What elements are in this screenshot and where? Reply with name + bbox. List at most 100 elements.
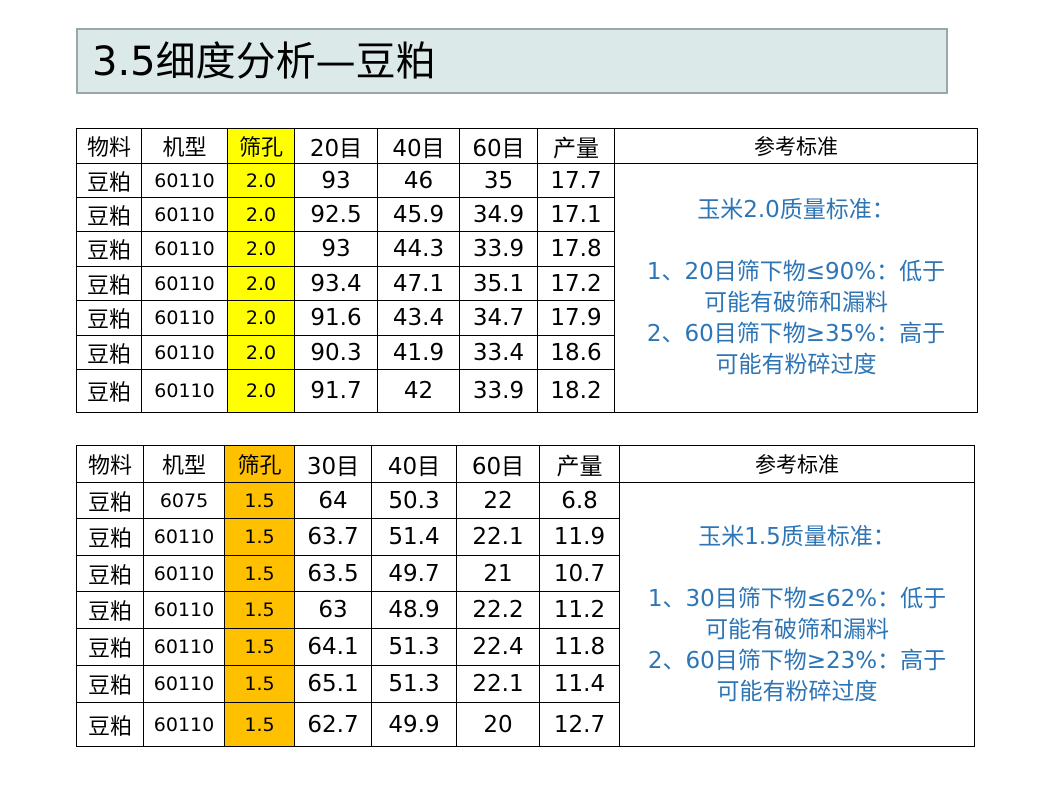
table-row: 豆粕 6075 1.5 64 50.3 22 6.8 玉米1.5质量标准： 1、30目筛下物≤6… — [76, 482, 975, 747]
mesh-60-cell: 22.1 — [456, 518, 540, 556]
column-header: 机型 — [141, 128, 228, 164]
output-cell: 11.2 — [539, 591, 620, 629]
mesh-40-cell: 49.9 — [371, 702, 457, 747]
mesh-40-cell: 51.3 — [371, 665, 457, 703]
table-row: 豆粕 60110 2.0 91.7 42 33.9 18.2 — [76, 369, 978, 413]
material-cell: 豆粕 — [76, 197, 142, 232]
mesh-40-cell: 46 — [377, 163, 460, 198]
mesh-40-cell: 49.7 — [371, 555, 457, 592]
model-cell: 60110 — [143, 518, 225, 556]
output-cell: 18.2 — [537, 369, 615, 413]
mesh-60-cell: 33.4 — [459, 335, 538, 370]
table-row: 豆粕 60110 1.5 65.1 51.3 22.1 11.4 — [76, 665, 975, 703]
mesh-a-cell: 93 — [294, 231, 378, 267]
mesh-60-cell: 22.1 — [456, 665, 540, 703]
material-cell: 豆粕 — [76, 335, 142, 370]
material-cell: 豆粕 — [76, 369, 142, 413]
standard-line: 1、30目筛下物≤62%：低于 — [647, 585, 947, 612]
column-header: 物料 — [76, 445, 144, 483]
model-cell: 60110 — [143, 702, 225, 747]
output-cell: 17.8 — [537, 231, 615, 267]
mesh-60-cell: 34.7 — [459, 300, 538, 336]
sieve-cell: 2.0 — [227, 197, 295, 232]
output-cell: 11.9 — [539, 518, 620, 556]
table-row: 豆粕 60110 2.0 91.6 43.4 34.7 17.9 — [76, 300, 978, 336]
mesh-a-cell: 64.1 — [294, 628, 372, 666]
standard-line: 1、20目筛下物≤90%：低于 — [646, 259, 946, 285]
mesh-a-cell: 64 — [294, 482, 372, 519]
output-cell: 17.7 — [537, 163, 615, 198]
mesh-40-cell: 45.9 — [377, 197, 460, 232]
mesh-a-cell: 92.5 — [294, 197, 378, 232]
mesh-a-cell: 63.7 — [294, 518, 372, 556]
model-cell: 60110 — [143, 665, 225, 703]
material-cell: 豆粕 — [76, 591, 144, 629]
model-cell: 60110 — [141, 300, 228, 336]
fineness-table-2: 物料 机型 筛孔 30目 40目 60目 产量 参考标准 豆粕 6075 1.5 64 50.3 22 6.… — [76, 445, 975, 747]
standard-line: 2、60目筛下物≥23%：高于 — [647, 647, 947, 674]
material-cell: 豆粕 — [76, 482, 144, 519]
mesh-a-cell: 62.7 — [294, 702, 372, 747]
mesh-a-cell: 93.4 — [294, 266, 378, 301]
mesh-40-cell: 43.4 — [377, 300, 460, 336]
table-header-row: 物料 机型 筛孔 30目 40目 60目 产量 参考标准 — [76, 445, 975, 483]
mesh-a-cell: 63.5 — [294, 555, 372, 592]
fineness-table-1: 物料 机型 筛孔 20目 40目 60目 产量 参考标准 豆粕 60110 2.0 93 46 35 17.… — [76, 128, 978, 413]
mesh-a-cell: 90.3 — [294, 335, 378, 370]
sieve-cell: 2.0 — [227, 266, 295, 301]
standard-heading: 玉米2.0质量标准： — [697, 197, 895, 223]
model-cell: 60110 — [141, 231, 228, 267]
column-header: 筛孔 — [227, 128, 295, 164]
column-header: 30目 — [294, 445, 372, 483]
table-header-row: 物料 机型 筛孔 20目 40目 60目 产量 参考标准 — [76, 128, 978, 164]
model-cell: 60110 — [143, 628, 225, 666]
material-cell: 豆粕 — [76, 300, 142, 336]
column-header: 参考标准 — [614, 128, 978, 164]
mesh-40-cell: 42 — [377, 369, 460, 413]
output-cell: 12.7 — [539, 702, 620, 747]
sieve-cell: 2.0 — [227, 163, 295, 198]
sieve-cell: 1.5 — [224, 665, 295, 703]
standard-line: 可能有粉碎过度 — [716, 678, 878, 705]
mesh-40-cell: 44.3 — [377, 231, 460, 267]
page-title: 3.5细度分析—豆粕 — [92, 39, 436, 85]
mesh-40-cell: 51.3 — [371, 628, 457, 666]
material-cell: 豆粕 — [76, 628, 144, 666]
mesh-40-cell: 47.1 — [377, 266, 460, 301]
sieve-cell: 1.5 — [224, 518, 295, 556]
column-header: 60目 — [459, 128, 538, 164]
table-row: 豆粕 60110 2.0 93 46 35 17.7 玉米2.0质量标准： 1、20目筛下物≤9… — [76, 163, 978, 413]
mesh-40-cell: 51.4 — [371, 518, 457, 556]
sieve-cell: 2.0 — [227, 335, 295, 370]
mesh-a-cell: 65.1 — [294, 665, 372, 703]
table-row: 豆粕 60110 1.5 63.5 49.7 21 10.7 — [76, 555, 975, 592]
column-header: 产量 — [539, 445, 620, 483]
mesh-60-cell: 35.1 — [459, 266, 538, 301]
standard-line: 可能有粉碎过度 — [715, 352, 877, 378]
model-cell: 6075 — [143, 482, 225, 519]
material-cell: 豆粕 — [76, 231, 142, 267]
output-cell: 11.4 — [539, 665, 620, 703]
material-cell: 豆粕 — [76, 665, 144, 703]
mesh-40-cell: 48.9 — [371, 591, 457, 629]
standard-line: 可能有破筛和漏料 — [705, 616, 889, 643]
mesh-60-cell: 35 — [459, 163, 538, 198]
mesh-60-cell: 21 — [456, 555, 540, 592]
model-cell: 60110 — [141, 369, 228, 413]
column-header: 20目 — [294, 128, 378, 164]
output-cell: 11.8 — [539, 628, 620, 666]
sieve-cell: 2.0 — [227, 231, 295, 267]
mesh-60-cell: 33.9 — [459, 231, 538, 267]
mesh-40-cell: 41.9 — [377, 335, 460, 370]
material-cell: 豆粕 — [76, 266, 142, 301]
column-header: 产量 — [537, 128, 615, 164]
output-cell: 17.2 — [537, 266, 615, 301]
column-header: 40目 — [371, 445, 457, 483]
column-header: 参考标准 — [619, 445, 975, 483]
material-cell: 豆粕 — [76, 163, 142, 198]
sieve-cell: 1.5 — [224, 702, 295, 747]
output-cell: 10.7 — [539, 555, 620, 592]
mesh-a-cell: 63 — [294, 591, 372, 629]
sieve-cell: 1.5 — [224, 482, 295, 519]
sieve-cell: 1.5 — [224, 628, 295, 666]
